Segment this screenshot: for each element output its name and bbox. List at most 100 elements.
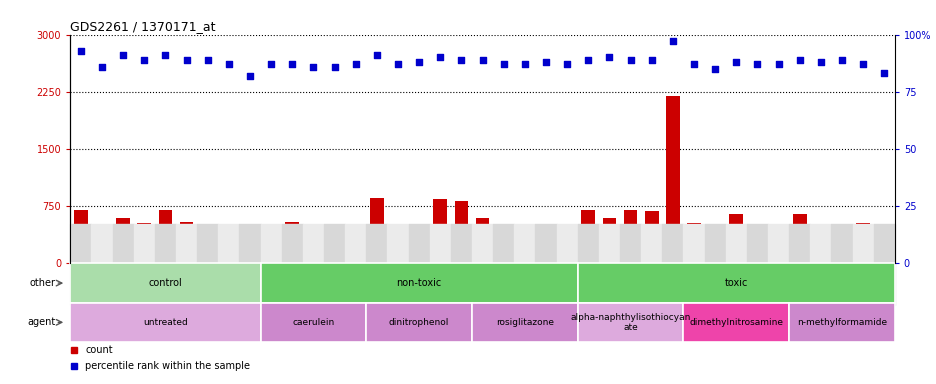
Bar <box>852 263 872 305</box>
Bar <box>578 263 598 305</box>
Bar <box>112 263 134 305</box>
Bar <box>408 263 430 305</box>
Text: other: other <box>29 278 55 288</box>
Text: alpha-naphthylisothiocyan
ate: alpha-naphthylisothiocyan ate <box>570 313 690 332</box>
Bar <box>578 303 682 342</box>
Point <box>411 59 426 65</box>
Point <box>770 61 785 67</box>
Bar <box>222 229 236 263</box>
Bar <box>472 303 578 342</box>
Bar <box>433 199 446 263</box>
Point <box>496 61 511 67</box>
Bar <box>876 247 890 263</box>
Bar <box>538 229 552 263</box>
Point <box>95 63 110 70</box>
Bar <box>344 263 366 305</box>
Bar <box>682 263 704 305</box>
Bar <box>623 210 636 263</box>
Bar <box>534 224 556 263</box>
Point <box>728 59 743 65</box>
Bar <box>282 263 302 305</box>
Point <box>475 57 490 63</box>
Point <box>73 48 88 54</box>
Bar <box>154 224 176 263</box>
Bar <box>344 224 366 263</box>
Bar <box>768 224 788 263</box>
Bar <box>158 210 172 263</box>
Bar <box>556 263 578 305</box>
Bar <box>580 210 594 263</box>
Bar <box>662 263 682 305</box>
Point <box>327 63 342 70</box>
Text: non-toxic: non-toxic <box>396 278 441 288</box>
Bar <box>830 263 852 305</box>
Bar <box>450 263 472 305</box>
Text: untreated: untreated <box>143 318 187 327</box>
Point <box>305 63 320 70</box>
Bar <box>430 224 450 263</box>
Bar <box>260 303 366 342</box>
Bar <box>578 263 894 303</box>
Point <box>749 61 764 67</box>
Bar <box>620 263 640 305</box>
Bar <box>598 224 620 263</box>
Bar <box>430 263 450 305</box>
Point <box>285 61 300 67</box>
Bar <box>518 229 531 263</box>
Bar <box>640 224 662 263</box>
Bar <box>387 263 408 305</box>
Bar <box>792 214 806 263</box>
Bar <box>240 263 260 305</box>
Point <box>644 57 659 63</box>
Bar <box>260 224 282 263</box>
Bar <box>264 224 278 263</box>
Bar <box>620 224 640 263</box>
Bar <box>746 224 768 263</box>
Point <box>137 57 152 63</box>
Bar <box>138 223 151 263</box>
Text: dimethylnitrosamine: dimethylnitrosamine <box>689 318 782 327</box>
Point <box>834 57 849 63</box>
Bar <box>872 263 894 305</box>
Bar <box>74 210 88 263</box>
Point <box>538 59 553 65</box>
Bar <box>112 224 134 263</box>
Point <box>855 61 870 67</box>
Bar <box>475 218 489 263</box>
Bar <box>810 263 830 305</box>
Bar <box>556 224 578 263</box>
Text: agent: agent <box>27 317 55 327</box>
Point <box>158 52 173 58</box>
Bar <box>328 229 341 263</box>
Bar <box>644 211 658 263</box>
Bar <box>788 263 810 305</box>
Text: dinitrophenol: dinitrophenol <box>388 318 449 327</box>
Bar <box>134 224 154 263</box>
Bar <box>771 228 784 263</box>
Bar <box>408 224 430 263</box>
Point <box>263 61 278 67</box>
Point <box>390 61 405 67</box>
Bar <box>176 224 197 263</box>
Point <box>221 61 236 67</box>
Bar <box>810 224 830 263</box>
Bar <box>450 224 472 263</box>
Bar <box>665 96 679 263</box>
Bar <box>366 263 387 305</box>
Point <box>348 61 363 67</box>
Bar <box>176 263 197 305</box>
Bar <box>746 263 768 305</box>
Bar <box>70 263 260 303</box>
Point <box>200 57 215 63</box>
Bar <box>514 224 534 263</box>
Bar <box>134 263 154 305</box>
Text: toxic: toxic <box>724 278 747 288</box>
Bar <box>724 263 746 305</box>
Point <box>622 57 637 63</box>
Bar <box>218 224 240 263</box>
Bar <box>830 224 852 263</box>
Bar <box>412 225 426 263</box>
Bar <box>724 224 746 263</box>
Bar <box>492 224 514 263</box>
Point <box>517 61 532 67</box>
